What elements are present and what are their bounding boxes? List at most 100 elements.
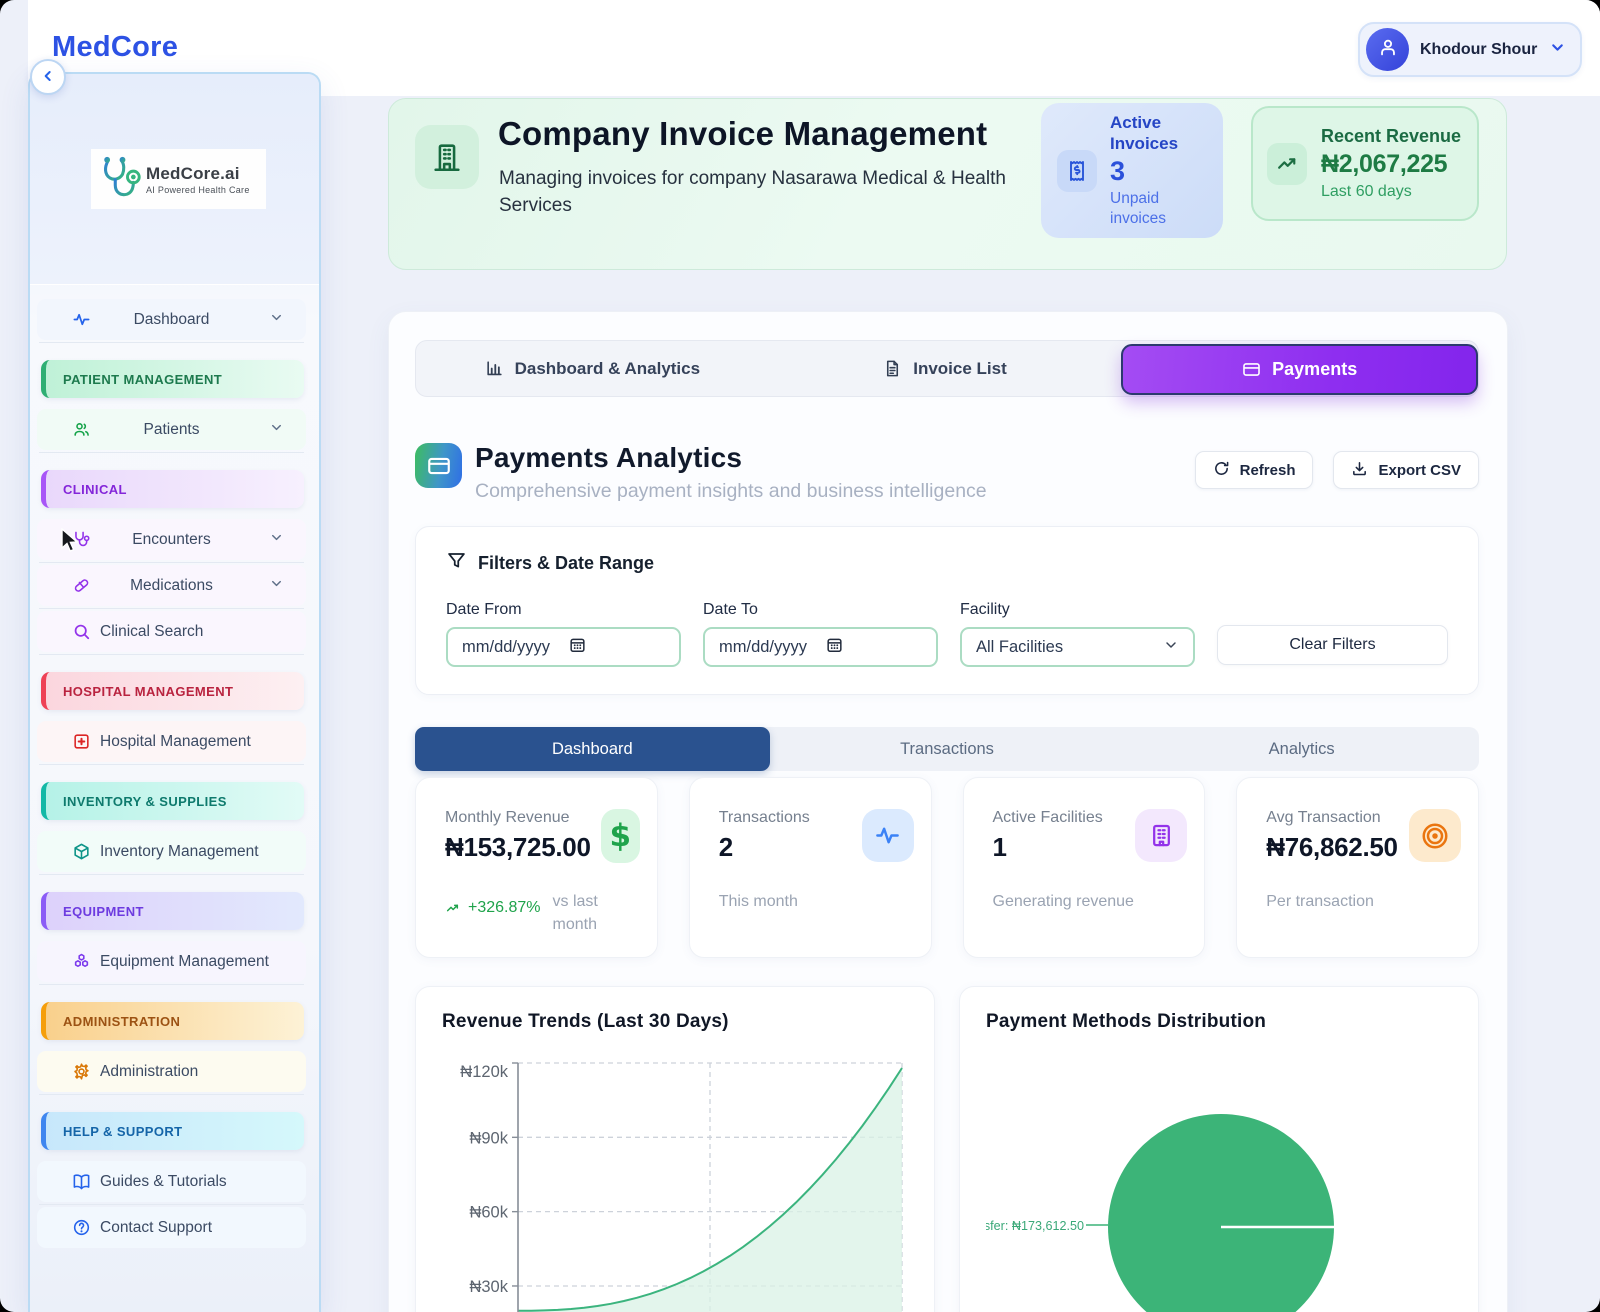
- dollar-icon: $: [600, 809, 640, 863]
- sidebar-item-label: Medications: [130, 576, 213, 594]
- page-subtitle: Managing invoices for company Nasarawa M…: [499, 168, 1006, 216]
- book-icon: [71, 1172, 91, 1192]
- tab-label: Dashboard & Analytics: [514, 358, 701, 378]
- sidebar-item-label: Administration: [100, 1062, 199, 1080]
- divider: [39, 764, 304, 765]
- subtab-dashboard[interactable]: Dashboard: [415, 727, 770, 771]
- sidebar-item-encounters[interactable]: Encounters: [37, 519, 306, 560]
- revenue-area-chart: ₦30k ₦60k ₦90k ₦120k: [442, 1051, 908, 1312]
- calendar-icon[interactable]: [825, 635, 844, 659]
- sidebar-item-label: Patients: [143, 420, 200, 438]
- sidebar-section-administration: ADMINISTRATION: [41, 1002, 304, 1040]
- filters-fields-row: Date From mm/dd/yyyy Date To mm/dd/yyyy: [446, 601, 1448, 667]
- sidebar-item-equipment-management[interactable]: Equipment Management: [37, 941, 306, 982]
- stat-label: Avg Transaction: [1266, 809, 1381, 826]
- subtab-analytics[interactable]: Analytics: [1124, 727, 1479, 771]
- sidebar-item-hospital-management[interactable]: Hospital Management: [37, 721, 306, 762]
- sidebar-item-patients[interactable]: Patients: [37, 409, 306, 450]
- refresh-label: Refresh: [1239, 461, 1296, 479]
- section-title: Payments Analytics: [475, 442, 743, 473]
- svg-text:Bank Transfer: ₦173,612.50: Bank Transfer: ₦173,612.50: [986, 1219, 1084, 1233]
- sidebar-section-inventory-supplies: INVENTORY & SUPPLIES: [41, 782, 304, 820]
- clear-filters-button[interactable]: Clear Filters: [1217, 625, 1448, 665]
- tab-invoice-list[interactable]: Invoice List: [769, 341, 1122, 396]
- subtabs: Dashboard Transactions Analytics: [415, 727, 1479, 771]
- sidebar-item-guides-tutorials[interactable]: Guides & Tutorials: [37, 1161, 306, 1202]
- facility-value: All Facilities: [976, 637, 1064, 656]
- mini-card-text: Active Invoices 3 Unpaid invoices: [1097, 112, 1211, 229]
- building-icon: [1135, 809, 1188, 862]
- analytics-heading: Payments Analytics Comprehensive payment…: [462, 442, 987, 503]
- hexes-icon: [71, 952, 91, 972]
- facility-select[interactable]: All Facilities: [960, 627, 1195, 667]
- stat-label: Transactions: [718, 809, 810, 826]
- divider: [39, 608, 304, 609]
- target-icon: [1409, 809, 1461, 862]
- nav-gap: [37, 345, 306, 360]
- stat-card-avg-transaction: Avg Transaction ₦76,862.50 Per transaction: [1236, 777, 1479, 958]
- stat-card-monthly-revenue: Monthly Revenue ₦153,725.00 $ +326.87% vs la…: [415, 777, 658, 958]
- sidebar-item-administration[interactable]: Administration: [37, 1051, 306, 1092]
- receipt-icon: [1057, 149, 1097, 192]
- logo-tagline: AI Powered Health Care: [146, 184, 250, 195]
- avatar: [1366, 28, 1409, 71]
- stat-card-transactions: Transactions 2 This month: [688, 777, 932, 958]
- date-to-placeholder: mm/dd/yyyy: [719, 637, 808, 656]
- svg-text:₦120k: ₦120k: [460, 1063, 508, 1081]
- sidebar-item-label: Inventory Management: [100, 842, 259, 860]
- date-from-input[interactable]: mm/dd/yyyy: [446, 627, 681, 667]
- date-to-input[interactable]: mm/dd/yyyy: [703, 627, 938, 667]
- divider: [39, 1094, 304, 1095]
- tab-dashboard-analytics[interactable]: Dashboard & Analytics: [416, 341, 769, 396]
- users-icon: [71, 420, 91, 440]
- divider: [39, 562, 304, 563]
- payments-analytics-header: Payments Analytics Comprehensive payment…: [415, 442, 1479, 503]
- nav-gap: [37, 1097, 306, 1112]
- payment-methods-pie-chart: Bank Transfer: ₦173,612.50: [960, 1051, 1452, 1312]
- active-invoices-card: Active Invoices 3 Unpaid invoices: [1041, 103, 1223, 238]
- pill-icon: [71, 576, 91, 596]
- stethoscope-icon: [71, 530, 91, 550]
- filetext-icon: [883, 359, 902, 378]
- stats-row: Monthly Revenue ₦153,725.00 $ +326.87% vs la…: [415, 777, 1479, 958]
- active-invoices-label: Active Invoices: [1110, 113, 1179, 153]
- pie-chart-title: Payment Methods Distribution: [986, 1011, 1267, 1032]
- trend-badge: +326.87%: [445, 890, 541, 917]
- subtab-label: Transactions: [900, 739, 994, 758]
- stat-caption: Generating revenue: [992, 893, 1134, 910]
- svg-text:₦30k: ₦30k: [469, 1278, 508, 1296]
- nav-gap: [37, 767, 306, 782]
- recent-revenue-label: Recent Revenue: [1321, 126, 1462, 146]
- chevron-down-icon: [269, 576, 284, 596]
- pulse-icon: [861, 809, 914, 862]
- sidebar-item-label: Hospital Management: [100, 732, 251, 750]
- filters-card: Filters & Date Range Date From mm/dd/yyy…: [415, 526, 1479, 695]
- export-csv-button[interactable]: Export CSV: [1333, 451, 1479, 489]
- sidebar-item-medications[interactable]: Medications: [37, 565, 306, 606]
- user-menu[interactable]: Khodour Shour: [1358, 22, 1582, 77]
- refresh-button[interactable]: Refresh: [1194, 451, 1314, 489]
- sidebar-item-label: Contact Support: [100, 1218, 213, 1236]
- active-invoices-caption: Unpaid invoices: [1110, 190, 1166, 227]
- chevron-down-icon: [269, 310, 284, 330]
- sidebar-item-inventory-management[interactable]: Inventory Management: [37, 831, 306, 872]
- clear-filters-label: Clear Filters: [1289, 636, 1376, 653]
- pulse-icon: [71, 310, 91, 330]
- recent-revenue-caption: Last 60 days: [1321, 183, 1412, 200]
- stat-caption: This month: [718, 893, 798, 910]
- stat-label: Monthly Revenue: [445, 809, 570, 826]
- tab-payments[interactable]: Payments: [1121, 344, 1479, 395]
- sidebar-item-contact-support[interactable]: Contact Support: [37, 1207, 306, 1248]
- nav-gap: [37, 657, 306, 672]
- sidebar-item-dashboard[interactable]: Dashboard: [37, 299, 306, 340]
- nav-gap: [37, 987, 306, 1002]
- sidebar-collapse-button[interactable]: [30, 59, 66, 95]
- calendar-icon[interactable]: [568, 635, 587, 659]
- tab-label: Invoice List: [913, 358, 1007, 378]
- sidebar-item-clinical-search[interactable]: Clinical Search: [37, 611, 306, 652]
- subtab-transactions[interactable]: Transactions: [770, 727, 1125, 771]
- payment-methods-card: Payment Methods Distribution Bank Transf…: [959, 986, 1479, 1312]
- company-banner: Company Invoice Management Managing invo…: [388, 98, 1507, 270]
- company-building-icon: [415, 125, 479, 189]
